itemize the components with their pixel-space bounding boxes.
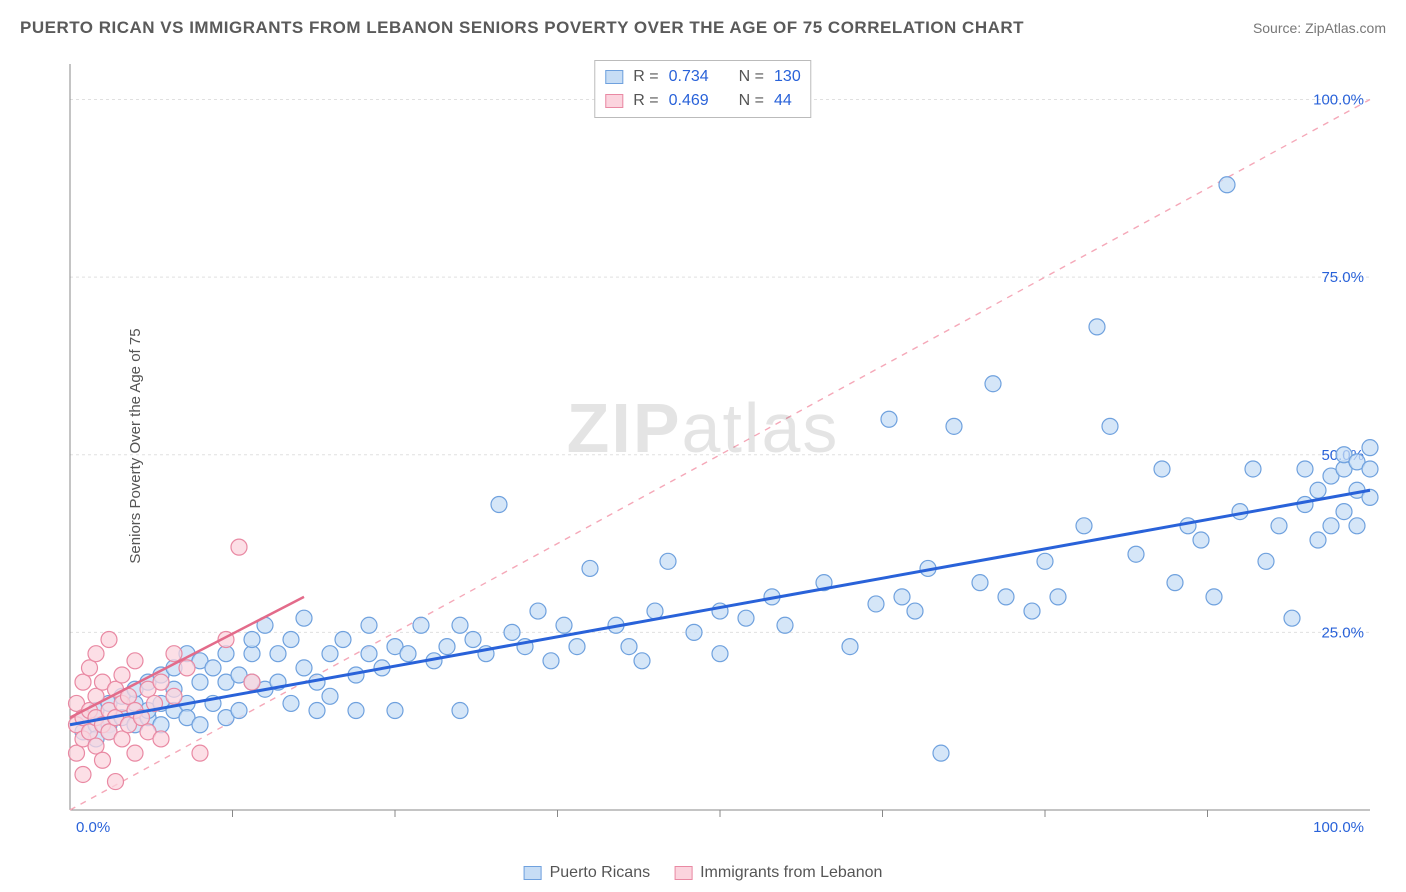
legend-item-series-a: Puerto Ricans — [524, 864, 651, 882]
scatter-chart-svg: 25.0%50.0%75.0%100.0%0.0%100.0% — [56, 56, 1386, 836]
chart-header: PUERTO RICAN VS IMMIGRANTS FROM LEBANON … — [20, 18, 1386, 38]
svg-text:100.0%: 100.0% — [1313, 92, 1364, 109]
legend-n-label-a: N = — [739, 65, 764, 89]
legend-swatch-bottom-b — [674, 866, 692, 880]
legend-n-label-b: N = — [739, 89, 764, 113]
legend-n-value-b: 44 — [774, 89, 792, 113]
legend-swatch-bottom-a — [524, 866, 542, 880]
legend-series: Puerto Ricans Immigrants from Lebanon — [524, 864, 883, 882]
svg-text:25.0%: 25.0% — [1321, 624, 1364, 641]
legend-n-value-a: 130 — [774, 65, 801, 89]
legend-item-series-b: Immigrants from Lebanon — [674, 864, 882, 882]
legend-row-series-a: R = 0.734 N = 130 — [605, 65, 800, 89]
legend-label-series-a: Puerto Ricans — [550, 864, 651, 882]
chart-source: Source: ZipAtlas.com — [1253, 20, 1386, 36]
chart-title: PUERTO RICAN VS IMMIGRANTS FROM LEBANON … — [20, 18, 1024, 38]
legend-correlation: R = 0.734 N = 130 R = 0.469 N = 44 — [594, 60, 811, 118]
legend-label-series-b: Immigrants from Lebanon — [700, 864, 882, 882]
legend-swatch-series-b — [605, 94, 623, 108]
svg-text:100.0%: 100.0% — [1313, 819, 1364, 836]
svg-text:75.0%: 75.0% — [1321, 269, 1364, 286]
legend-r-label-a: R = — [633, 65, 658, 89]
legend-r-value-b: 0.469 — [669, 89, 709, 113]
legend-r-label-b: R = — [633, 89, 658, 113]
legend-r-value-a: 0.734 — [669, 65, 709, 89]
chart-area: 25.0%50.0%75.0%100.0%0.0%100.0% — [56, 56, 1386, 836]
svg-text:0.0%: 0.0% — [76, 819, 110, 836]
legend-row-series-b: R = 0.469 N = 44 — [605, 89, 800, 113]
legend-swatch-series-a — [605, 70, 623, 84]
